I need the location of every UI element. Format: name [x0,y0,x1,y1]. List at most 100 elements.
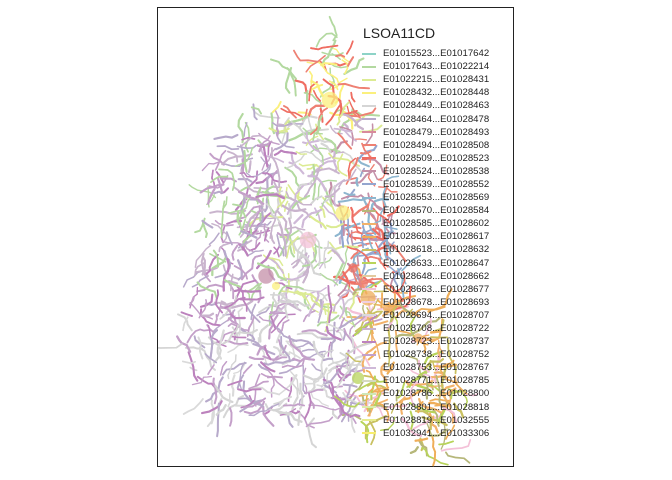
road-segment [301,348,317,352]
road-segment [297,411,301,426]
road-segment [306,163,318,170]
road-segment [260,372,290,392]
road-segment [237,112,245,144]
road-segment [431,435,437,467]
road-segment [319,272,339,286]
road-segment [229,407,233,427]
road-segment [252,103,258,121]
legend-label: E01028494...E01028508 [383,139,490,151]
road-segment [308,81,318,102]
road-segment [194,262,206,277]
road-segment [343,191,356,197]
road-segment [256,144,269,168]
road-segment [342,383,358,388]
legend-label: E01028570...E01028584 [383,205,490,217]
road-segment [229,313,246,320]
road-segment [382,186,387,208]
road-segment [325,102,342,126]
road-segment [447,339,457,375]
legend-label: E01028432...E01028448 [383,87,490,99]
road-segment [350,405,358,433]
road-segment [340,194,366,200]
road-segment [266,203,281,224]
legend-swatch [362,65,376,68]
road-segment [344,307,348,317]
road-segment [346,213,350,245]
legend-label: E01028786...E01028800 [383,388,490,400]
legend-swatch [362,288,376,291]
legend-swatch [362,235,376,238]
legend-item: E01028708...E01028722 [362,322,512,335]
road-segment [258,324,269,343]
road-segment [263,346,272,361]
legend-label: E01028585...E01028602 [383,218,490,230]
road-segment [286,217,293,242]
road-segment [347,157,357,180]
road-segment [366,307,376,315]
road-segment [394,329,421,339]
road-segment [221,153,253,166]
road-segment [279,292,299,309]
legend-label: E01028663...E01028677 [383,283,490,295]
road-segment [223,279,241,288]
road-segment [440,439,472,452]
road-segment [284,301,289,319]
road-segment [182,316,189,332]
road-segment [293,270,306,295]
road-segment [263,358,297,366]
road-segment [233,265,248,280]
road-segment [337,82,370,90]
road-segment [345,352,361,363]
legend-swatch [362,419,376,422]
road-segment [377,164,388,181]
road-segment [369,298,379,314]
road-segment [440,384,455,395]
road-segment [279,290,307,296]
road-segment [349,413,361,418]
legend-label: E01028771...E01028785 [383,375,490,387]
road-segment [220,200,226,239]
road-segment [280,127,290,133]
road-segment [283,403,305,407]
road-segment [215,171,225,184]
road-segment [421,416,448,427]
legend-label: E01028539...E01028552 [383,178,490,190]
road-segment [365,278,388,289]
road-segment [387,328,392,359]
road-segment [409,446,419,454]
legend-swatch [362,340,376,343]
road-segment [293,49,320,63]
road-segment [390,305,398,323]
road-segment [210,175,229,183]
road-segment [364,123,374,147]
legend-item: E01028449...E01028463 [362,99,512,112]
road-segment [417,359,430,373]
road-segment [350,206,354,223]
legend-swatch [362,366,376,369]
road-segment [272,122,304,127]
road-segment [313,90,322,102]
legend-swatch [362,144,376,147]
road-segment [394,329,399,353]
road-segment [364,255,389,268]
road-segment [286,153,306,169]
road-segment [244,121,251,153]
road-segment [237,178,253,183]
legend-item: E01028694...E01028707 [362,309,512,322]
road-segment [182,398,204,415]
road-segment [397,301,413,319]
settlement-area [352,372,364,384]
legend-swatch [362,209,376,212]
road-segment [204,353,218,364]
road-segment [296,332,335,341]
road-segment [271,100,282,114]
road-segment [367,164,376,187]
road-segment [194,339,215,345]
road-segment [404,354,421,374]
legend-item: E01028539...E01028552 [362,178,512,191]
road-segment [295,151,308,155]
road-segment [254,229,262,250]
road-segment [303,389,324,394]
road-segment [310,44,339,51]
road-segment [285,191,312,206]
